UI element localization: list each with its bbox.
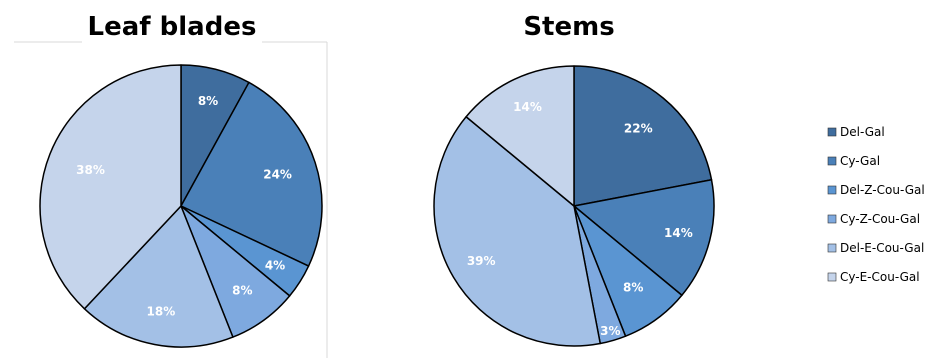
- data-label-del-e-cou-gal: 39%: [467, 254, 496, 268]
- data-label-del-z-cou-gal: 4%: [265, 259, 285, 273]
- legend-label: Cy-Gal: [840, 154, 880, 168]
- label-group: 8% 24% 4% 8% 18% 38%: [76, 94, 292, 318]
- legend-swatch: [827, 214, 837, 224]
- pie-slice-cy-gal: [573, 179, 715, 296]
- data-label-cy-z-cou-gal: 3%: [600, 324, 620, 338]
- data-label-del-z-cou-gal: 8%: [623, 281, 643, 295]
- legend-swatch: [827, 272, 837, 282]
- legend-swatch: [827, 127, 837, 137]
- data-label-cy-e-cou-gal: 38%: [76, 163, 105, 177]
- pie-slice-cy-e-cou-gal: [465, 65, 575, 207]
- data-label-del-gal: 8%: [198, 94, 218, 108]
- label-group: 22% 14% 8% 3% 39% 14%: [467, 100, 693, 338]
- pie-slice-cy-gal: [180, 81, 323, 267]
- pie-slice-del-e-cou-gal: [83, 205, 234, 348]
- data-label-cy-z-cou-gal: 8%: [232, 283, 252, 297]
- title-backdrop: [82, 6, 262, 44]
- data-label-cy-e-cou-gal: 14%: [513, 100, 542, 114]
- slice-group: [433, 65, 715, 347]
- legend-item-cy-z-cou-gal: Cy-Z-Cou-Gal: [827, 212, 920, 226]
- legend-swatch: [827, 185, 837, 195]
- legend-label: Del-Gal: [840, 125, 885, 139]
- legend-label: Del-E-Cou-Gal: [840, 241, 924, 255]
- legend-label: Del-Z-Cou-Gal: [840, 183, 925, 197]
- data-label-del-gal: 22%: [624, 121, 653, 135]
- data-label-del-e-cou-gal: 18%: [147, 304, 176, 318]
- chart-title-leaf-blades: Leaf blades: [88, 12, 257, 42]
- legend-item-del-gal: Del-Gal: [827, 125, 885, 139]
- legend-item-del-e-cou-gal: Del-E-Cou-Gal: [827, 241, 924, 255]
- legend-label: Cy-E-Cou-Gal: [840, 270, 920, 284]
- pie-slice-cy-e-cou-gal: [39, 64, 182, 310]
- slice-group: [39, 64, 323, 348]
- chart-title-stems: Stems: [523, 12, 614, 42]
- data-label-cy-gal: 14%: [664, 226, 693, 240]
- legend-swatch: [827, 243, 837, 253]
- legend-label: Cy-Z-Cou-Gal: [840, 212, 920, 226]
- legend-item-cy-e-cou-gal: Cy-E-Cou-Gal: [827, 270, 920, 284]
- legend-swatch: [827, 156, 837, 166]
- pie-chart-leaf-blades: Leaf blades 8% 24% 4% 8% 18% 38%: [39, 6, 323, 348]
- pie-slice-del-e-cou-gal: [433, 116, 601, 347]
- pie-slice-del-gal: [573, 65, 713, 207]
- legend-item-del-z-cou-gal: Del-Z-Cou-Gal: [827, 183, 925, 197]
- legend-item-cy-gal: Cy-Gal: [827, 154, 880, 168]
- data-label-cy-gal: 24%: [263, 168, 292, 182]
- legend: Del-Gal Cy-Gal Del-Z-Cou-Gal Cy-Z-Cou-Gal De…: [827, 125, 925, 284]
- pie-chart-stems: Stems 22% 14% 8% 3% 39% 14%: [433, 12, 715, 347]
